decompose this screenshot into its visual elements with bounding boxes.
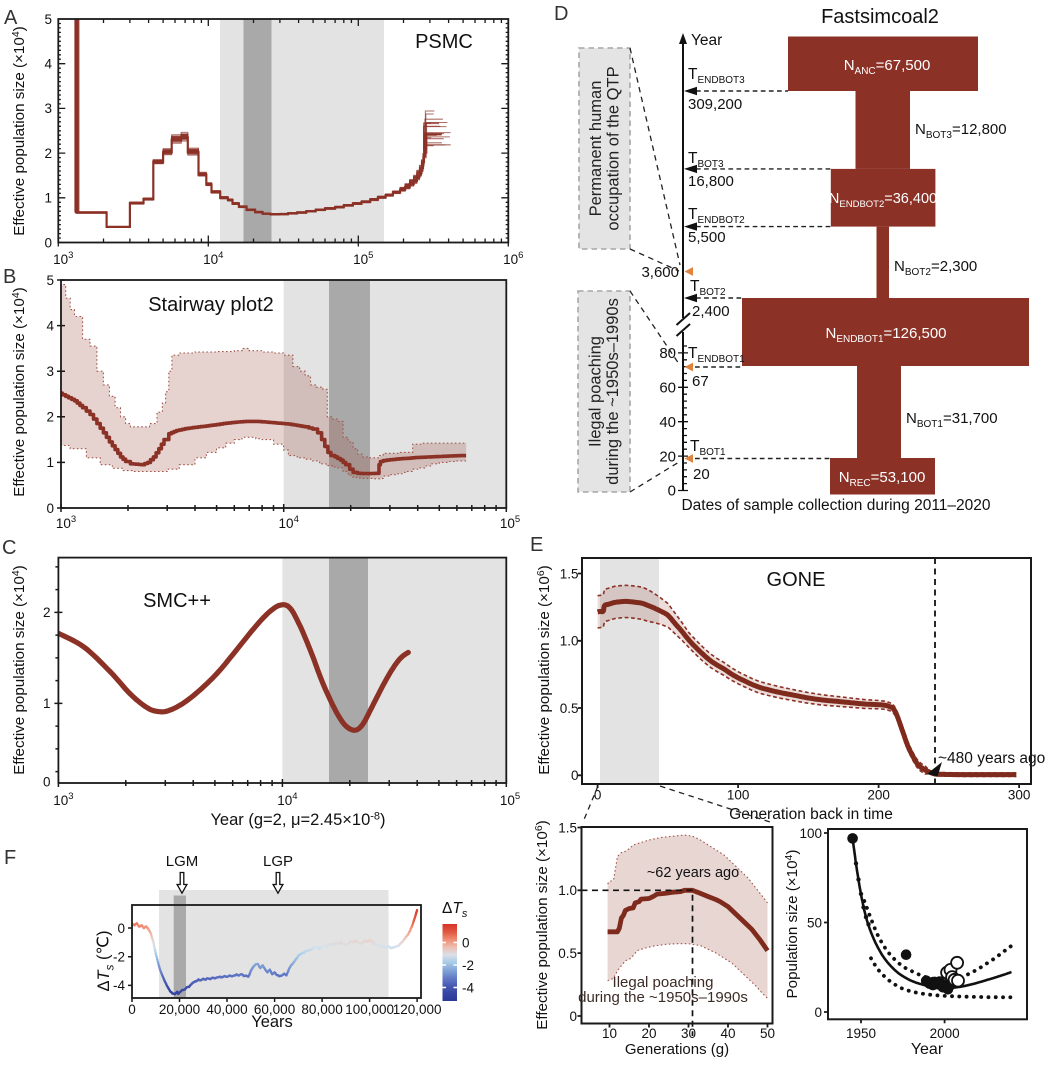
svg-text:Generations (g): Generations (g) [625,1041,729,1058]
svg-text:50: 50 [807,915,822,930]
svg-text:20: 20 [693,466,710,483]
svg-text:30: 30 [681,1026,696,1041]
svg-text:E: E [530,534,543,556]
svg-text:1950: 1950 [846,1026,876,1041]
svg-text:40: 40 [721,1026,736,1041]
svg-text:Permanent humanoccupation of t: Permanent humanoccupation of the QTP [587,66,623,230]
svg-text:2,400: 2,400 [692,303,730,320]
svg-text:D: D [554,3,568,25]
svg-text:LGP: LGP [263,853,293,870]
svg-text:0: 0 [594,788,602,803]
svg-text:200: 200 [867,788,890,803]
svg-text:5: 5 [44,12,52,27]
svg-text:1.0: 1.0 [558,883,577,898]
svg-text:0: 0 [43,775,51,790]
svg-text:120,000: 120,000 [393,1002,442,1017]
svg-text:5,500: 5,500 [688,229,726,246]
svg-text:309,200: 309,200 [688,96,742,113]
svg-text:40: 40 [659,414,676,431]
svg-text:2: 2 [46,410,54,425]
svg-text:60,000: 60,000 [254,1002,295,1017]
svg-text:0: 0 [46,501,54,516]
svg-text:80,000: 80,000 [301,1002,342,1017]
svg-text:4: 4 [44,57,52,72]
svg-text:Population size (×104): Population size (×104) [783,850,801,999]
svg-text:40,000: 40,000 [206,1002,247,1017]
svg-text:10: 10 [602,1026,617,1041]
svg-text:50: 50 [760,1026,775,1041]
svg-text:-2: -2 [462,958,474,973]
svg-text:1: 1 [46,455,54,470]
svg-text:Stairway plot2: Stairway plot2 [148,294,274,316]
svg-text:A: A [4,7,18,29]
svg-text:Ilegal poachingduring the ~195: Ilegal poachingduring the ~1950s–1990s [587,298,623,485]
svg-text:2: 2 [44,146,52,161]
svg-text:ΔTs: ΔTs [442,900,468,920]
svg-text:Effective population size (×10: Effective population size (×104) [10,26,28,235]
svg-text:1.0: 1.0 [560,634,579,649]
svg-text:0: 0 [128,1002,136,1017]
svg-text:Effective population size (×10: Effective population size (×106) [535,565,553,774]
svg-text:Effective population size (×10: Effective population size (×106) [533,820,551,1029]
svg-text:Effective population size (×10: Effective population size (×104) [10,565,28,774]
svg-text:67: 67 [692,373,709,390]
svg-text:~480 years ago: ~480 years ago [938,750,1045,767]
svg-text:100: 100 [799,826,822,841]
svg-text:F: F [4,847,16,869]
svg-text:-4: -4 [113,978,125,993]
svg-text:0: 0 [668,483,676,500]
svg-text:80: 80 [659,345,676,362]
svg-text:0: 0 [44,235,52,250]
svg-text:C: C [2,537,16,559]
svg-text:Fastsimcoal2: Fastsimcoal2 [821,6,939,28]
svg-text:3: 3 [46,364,54,379]
svg-text:4: 4 [46,318,54,333]
svg-text:1.5: 1.5 [558,820,577,835]
svg-text:1: 1 [43,696,51,711]
svg-text:0: 0 [571,768,579,783]
svg-text:1: 1 [44,191,52,206]
svg-text:ΔTs (℃): ΔTs (℃) [95,931,117,992]
svg-text:100: 100 [727,788,750,803]
svg-text:-4: -4 [462,980,474,995]
svg-text:LGM: LGM [166,853,199,870]
svg-text:3,600: 3,600 [641,264,679,281]
svg-text:B: B [3,266,16,288]
svg-text:300: 300 [1008,788,1031,803]
svg-text:Generation back in time: Generation back in time [729,806,893,823]
svg-text:60: 60 [659,380,676,397]
svg-text:100,000: 100,000 [345,1002,394,1017]
svg-text:Dates of sample collection dur: Dates of sample collection during 2011–2… [681,497,990,514]
svg-text:-2: -2 [113,950,125,965]
svg-text:SMC++: SMC++ [143,590,211,612]
svg-text:0.5: 0.5 [558,946,577,961]
svg-text:5: 5 [46,273,54,288]
svg-text:0.5: 0.5 [560,701,579,716]
svg-text:20: 20 [659,448,676,465]
svg-text:PSMC: PSMC [415,31,473,53]
svg-text:Year: Year [911,1041,944,1058]
svg-text:Effective population size (×10: Effective population size (×104) [10,287,28,496]
svg-text:during the ~1950s–1990s: during the ~1950s–1990s [578,989,748,1006]
svg-text:16,800: 16,800 [688,173,734,190]
svg-text:2: 2 [43,605,51,620]
svg-text:2000: 2000 [930,1026,960,1041]
svg-text:0: 0 [569,1009,577,1024]
svg-text:0: 0 [462,935,470,950]
svg-text:20,000: 20,000 [159,1002,200,1017]
svg-text:20: 20 [642,1026,657,1041]
svg-text:Year: Year [691,32,722,49]
svg-text:Years: Years [251,1013,293,1031]
svg-text:~62 years ago: ~62 years ago [647,865,739,881]
svg-text:3: 3 [44,101,52,116]
svg-text:GONE: GONE [767,569,826,591]
svg-text:Year (g=2, μ=2.45×10-8): Year (g=2, μ=2.45×10-8) [210,811,385,830]
svg-text:Ilegal poaching: Ilegal poaching [613,974,714,991]
svg-text:0: 0 [117,921,125,936]
svg-text:1.5: 1.5 [560,566,579,581]
svg-text:0: 0 [814,1005,822,1020]
